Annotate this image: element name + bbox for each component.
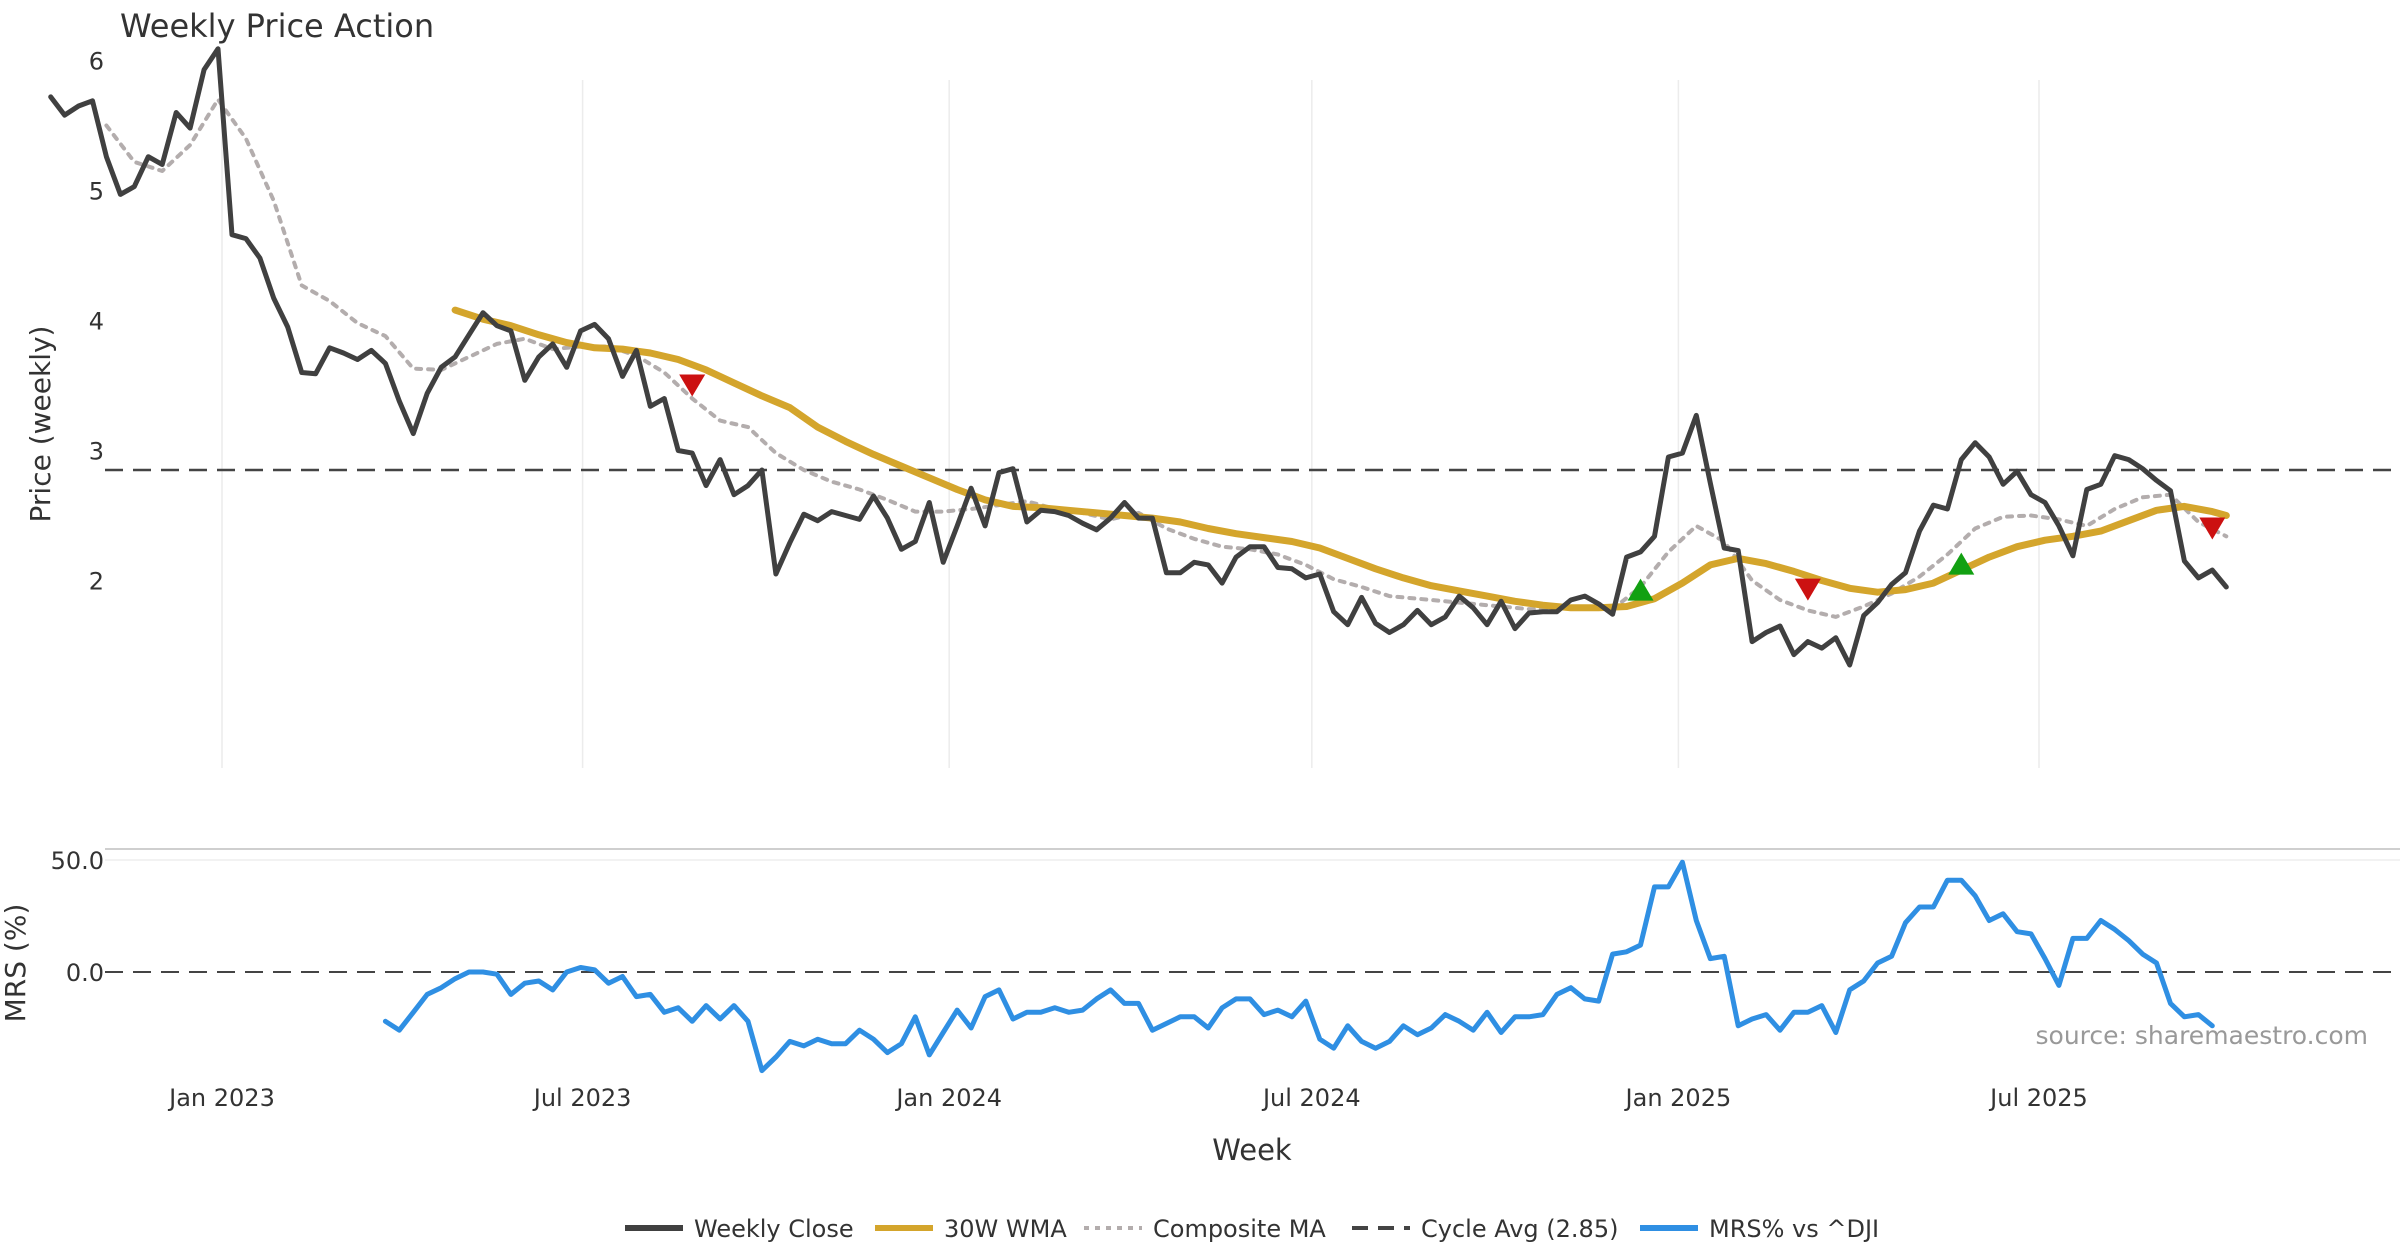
mrs-axis-label: MRS (%) (0, 904, 32, 1023)
mrs-dji-line (382, 859, 2215, 1074)
price-y-tick-label: 4 (89, 308, 104, 336)
mrs-y-tick-label: 0.0 (66, 959, 104, 987)
price-y-tick-label: 6 (89, 48, 104, 76)
price-axis-label: Price (weekly) (24, 326, 57, 523)
x-tick-label: Jan 2025 (1624, 1084, 1732, 1112)
chart-title: Weekly Price Action (120, 7, 434, 45)
x-tick-label: Jul 2025 (1988, 1084, 2088, 1112)
buy-signal-marker (1627, 578, 1654, 601)
legend-label: MRS% vs ^DJI (1709, 1215, 1879, 1243)
composite-ma-line (104, 97, 2229, 619)
x-tick-label: Jul 2023 (532, 1084, 632, 1112)
price-y-tick-label: 2 (89, 568, 104, 596)
weekly-close-line (48, 46, 2229, 668)
price-y-tick-label: 3 (89, 438, 104, 466)
legend-label: Composite MA (1153, 1215, 1326, 1243)
sell-signal-marker (1794, 578, 1821, 601)
legend-label: Cycle Avg (2.85) (1421, 1215, 1618, 1243)
mrs-y-tick-label: 50.0 (51, 847, 104, 875)
sell-signal-marker (2199, 517, 2226, 540)
x-tick-label: Jan 2024 (894, 1084, 1002, 1112)
x-tick-label: Jul 2024 (1261, 1084, 1361, 1112)
sell-signal-marker (679, 374, 706, 397)
wma-30w-line (451, 306, 2230, 612)
legend-label: 30W WMA (944, 1215, 1067, 1243)
legend-label: Weekly Close (694, 1215, 854, 1243)
x-tick-label: Jan 2023 (167, 1084, 275, 1112)
source-text: source: sharemaestro.com (2036, 1021, 2369, 1050)
price-y-tick-label: 5 (89, 178, 104, 206)
x-axis-label: Week (1212, 1133, 1292, 1167)
buy-signal-marker (1948, 552, 1975, 575)
